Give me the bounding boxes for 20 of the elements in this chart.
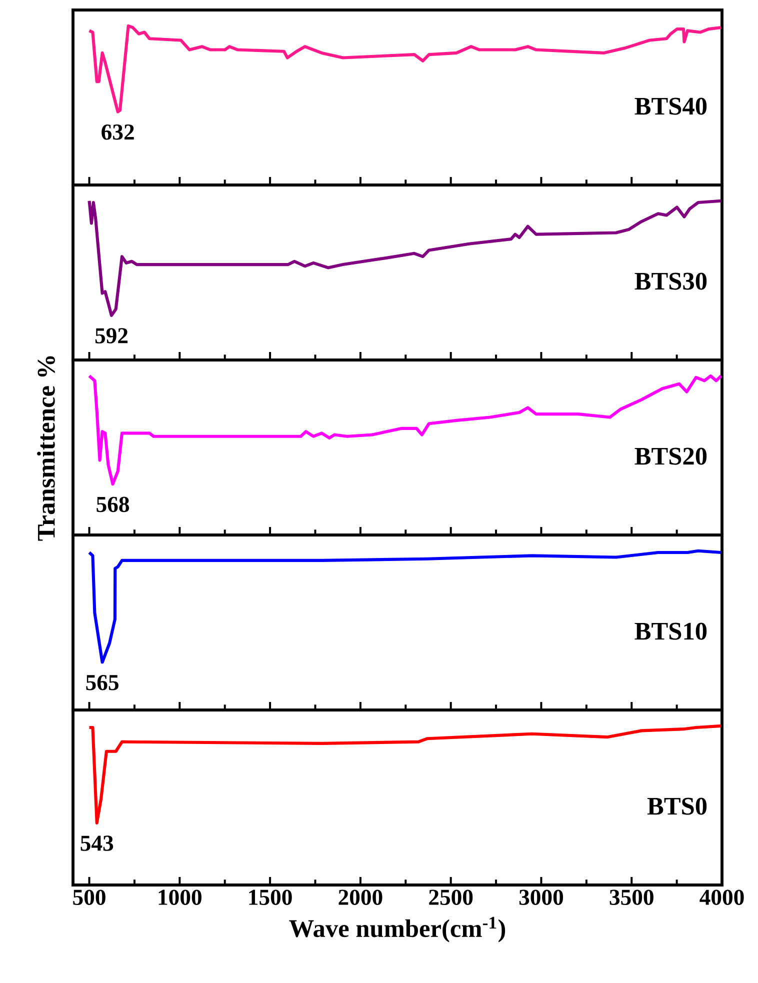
- x-tick-label: 3500: [610, 890, 654, 906]
- y-axis-title: Transmittence %: [37, 356, 55, 541]
- series-label: BTS20: [634, 448, 707, 465]
- series-label: BTS30: [634, 272, 707, 290]
- x-tick-label: 500: [73, 890, 106, 906]
- x-tick-label: 2500: [429, 890, 473, 906]
- annotation: 592: [95, 328, 128, 344]
- x-tick-label: 1500: [249, 890, 292, 906]
- annotation: 568: [96, 496, 130, 512]
- x-axis-title: Wave number(cm$^{-1}$): [289, 916, 506, 942]
- x-tick-label: 4000: [700, 890, 744, 906]
- x-tick-label: 1000: [158, 890, 202, 906]
- annotation: 632: [102, 124, 134, 140]
- text: BTS10: [634, 622, 707, 640]
- annotation: 543: [80, 836, 114, 851]
- annotation: 565: [86, 674, 118, 690]
- text: BTS0: [647, 798, 707, 815]
- series-label: BTS40: [634, 98, 707, 115]
- x-tick-label: 3000: [519, 890, 564, 906]
- x-tick-label: 2000: [338, 890, 382, 906]
